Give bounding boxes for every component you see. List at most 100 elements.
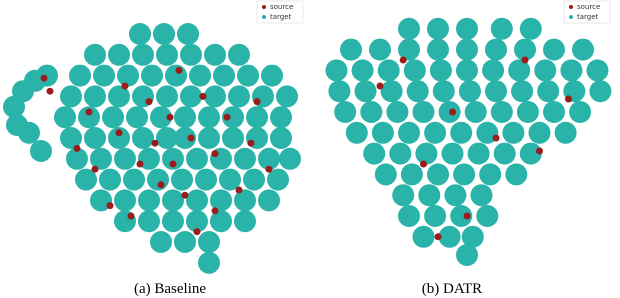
point <box>156 43 178 66</box>
legend-marker <box>569 15 573 19</box>
point <box>126 106 148 129</box>
point <box>456 59 478 82</box>
point <box>180 43 202 66</box>
point <box>145 98 153 106</box>
point <box>490 17 513 40</box>
point <box>276 85 298 108</box>
legend-label: source <box>577 3 600 11</box>
point <box>54 106 76 129</box>
point <box>247 139 255 147</box>
point <box>340 38 362 61</box>
point <box>78 106 100 129</box>
legend-box <box>256 0 304 24</box>
point <box>147 168 169 191</box>
point <box>528 121 551 144</box>
point <box>237 64 259 87</box>
point <box>444 184 467 207</box>
point <box>537 80 560 103</box>
point <box>325 59 348 82</box>
point <box>418 184 441 207</box>
point <box>127 212 135 220</box>
point <box>114 147 136 170</box>
point <box>449 108 456 116</box>
point <box>519 142 542 165</box>
point <box>427 163 449 186</box>
point <box>482 59 505 82</box>
point <box>114 189 136 212</box>
point <box>456 38 478 61</box>
point <box>213 64 235 87</box>
point <box>360 101 383 123</box>
point <box>376 82 384 90</box>
point <box>458 80 481 103</box>
point <box>174 231 196 253</box>
point <box>40 74 48 82</box>
point <box>91 165 99 173</box>
point <box>374 163 397 186</box>
point <box>508 59 531 82</box>
point <box>420 160 427 168</box>
point <box>211 207 219 215</box>
point <box>464 101 487 123</box>
point <box>108 43 130 66</box>
point <box>181 191 189 199</box>
point <box>399 56 407 64</box>
point <box>198 127 220 149</box>
point <box>485 38 507 61</box>
legend-marker <box>262 5 266 9</box>
point <box>193 228 201 236</box>
point <box>415 142 438 165</box>
point <box>157 181 165 189</box>
point <box>243 168 265 191</box>
point <box>400 163 423 186</box>
point <box>169 160 177 168</box>
point <box>99 168 121 191</box>
point <box>334 101 357 123</box>
point <box>166 113 174 121</box>
point <box>210 210 232 233</box>
point <box>198 231 220 253</box>
point <box>132 43 154 66</box>
point <box>84 85 106 108</box>
point <box>198 251 220 274</box>
point <box>492 134 500 142</box>
point <box>222 127 244 149</box>
point <box>228 43 250 66</box>
point <box>565 95 572 103</box>
point <box>84 127 106 149</box>
point <box>470 184 493 207</box>
point <box>93 64 115 87</box>
point <box>199 92 207 100</box>
point <box>543 38 565 61</box>
point <box>141 64 163 87</box>
point <box>490 101 513 123</box>
point <box>267 168 289 191</box>
point <box>534 59 557 82</box>
point <box>398 121 420 144</box>
point <box>456 244 478 266</box>
point <box>461 225 484 248</box>
point <box>485 80 507 103</box>
point <box>162 147 184 170</box>
point <box>162 189 184 212</box>
point <box>108 85 130 108</box>
point <box>85 108 93 116</box>
point <box>175 66 183 74</box>
point <box>412 225 435 248</box>
point <box>476 205 499 227</box>
point <box>138 189 160 212</box>
point <box>270 106 292 129</box>
legend-marker <box>569 5 573 9</box>
point <box>195 168 217 191</box>
point <box>60 85 82 108</box>
point <box>84 43 106 66</box>
point <box>456 17 478 40</box>
point <box>424 121 447 144</box>
point <box>514 38 536 61</box>
point <box>132 127 154 149</box>
point <box>258 147 280 170</box>
point <box>493 142 516 165</box>
point <box>467 142 490 165</box>
point <box>90 189 112 212</box>
point <box>69 64 91 87</box>
